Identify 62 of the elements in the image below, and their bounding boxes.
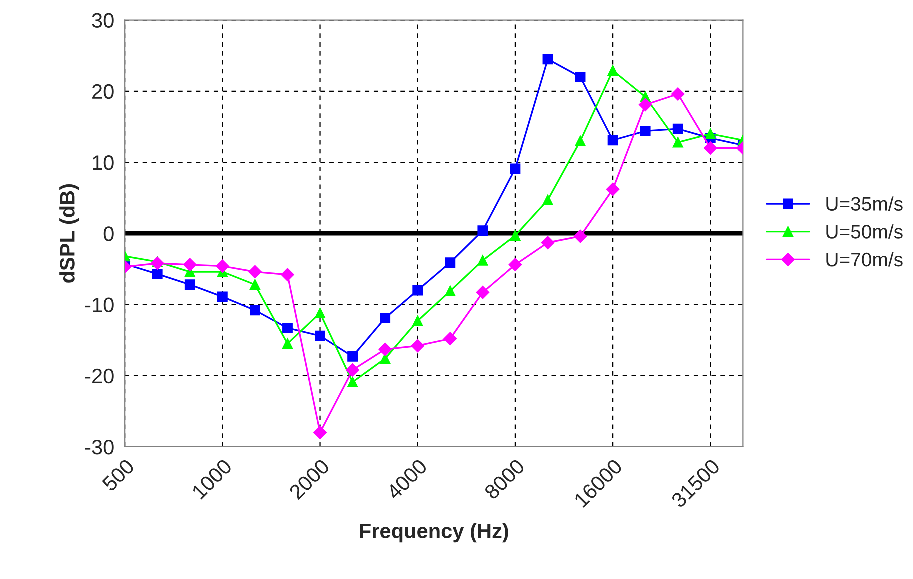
point <box>378 342 392 356</box>
point <box>478 226 488 236</box>
y-axis-title: dSPL (dB) <box>60 184 79 283</box>
point <box>639 98 652 112</box>
legend-label: U=70m/s <box>826 252 903 267</box>
point <box>250 280 260 290</box>
point <box>314 426 327 440</box>
point <box>315 308 326 318</box>
point <box>216 260 230 273</box>
point <box>608 135 618 146</box>
point <box>445 258 456 268</box>
point <box>184 280 196 290</box>
y-tick-label: 0 <box>104 226 114 242</box>
point <box>445 286 456 296</box>
y-tick-label: -30 <box>85 440 114 455</box>
point <box>476 286 490 300</box>
point <box>508 258 522 272</box>
point <box>348 351 358 362</box>
y-tick-label: 20 <box>92 84 114 100</box>
point <box>608 66 618 76</box>
point <box>574 230 588 244</box>
point <box>282 323 293 334</box>
point <box>248 265 262 279</box>
point <box>444 332 457 346</box>
point <box>672 88 685 101</box>
y-tick-label: -20 <box>85 368 114 384</box>
point <box>346 364 360 377</box>
point <box>411 339 424 353</box>
point <box>541 236 555 250</box>
point <box>184 258 197 272</box>
legend-label: U=50m/s <box>826 224 903 239</box>
x-tick-label: 500 <box>101 458 136 492</box>
point <box>152 268 163 280</box>
point <box>606 182 620 196</box>
point <box>348 377 358 388</box>
point <box>542 54 554 65</box>
legend-label: U=35m/s <box>826 196 903 211</box>
point <box>640 126 651 136</box>
point <box>250 305 260 316</box>
point <box>380 313 391 324</box>
point <box>542 194 554 206</box>
point <box>315 330 326 342</box>
point <box>704 142 718 155</box>
point <box>412 285 424 296</box>
y-tick-label: -10 <box>85 298 114 312</box>
y-tick-label: 30 <box>92 13 114 28</box>
point <box>672 137 684 148</box>
point <box>575 136 586 146</box>
x-axis-title: Frequency (Hz) <box>360 523 508 543</box>
y-tick-label: 10 <box>93 156 114 170</box>
point <box>412 316 424 326</box>
point <box>705 128 716 140</box>
point <box>672 124 684 134</box>
point <box>217 292 228 302</box>
point <box>510 230 521 241</box>
point <box>151 256 164 270</box>
point <box>510 164 521 174</box>
point <box>478 255 488 266</box>
point <box>282 338 293 350</box>
point <box>380 354 391 364</box>
point <box>575 72 586 82</box>
point <box>281 268 294 282</box>
